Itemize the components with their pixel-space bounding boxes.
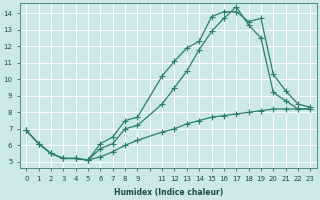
X-axis label: Humidex (Indice chaleur): Humidex (Indice chaleur) [114,188,223,197]
